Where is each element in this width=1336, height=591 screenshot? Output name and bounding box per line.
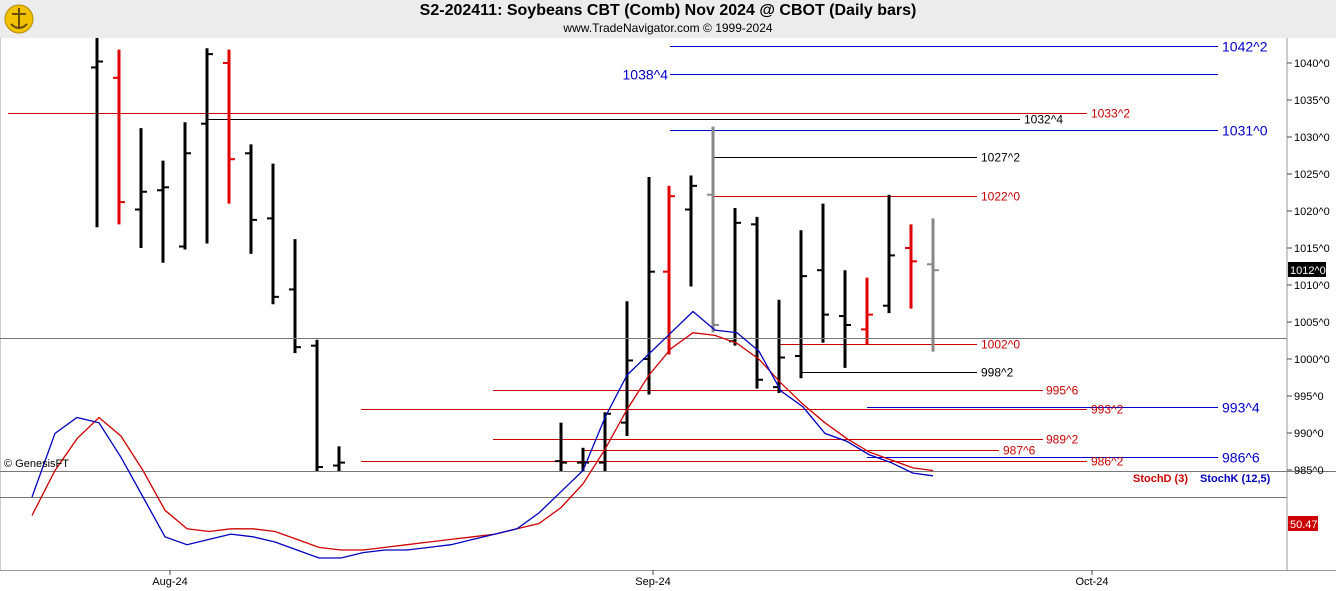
- level-label: 1022^0: [981, 190, 1020, 204]
- level-label: 986^6: [1222, 450, 1260, 466]
- ohlc-bar: [555, 422, 567, 471]
- level-lines: 1042^2 1038^4 1033^2 1032^4 1031^0 1027^2 1022…: [8, 39, 1268, 469]
- y-tick-label: 1030^0: [1294, 132, 1330, 144]
- ohlc-bar: [817, 203, 829, 343]
- stochd-legend: StochD (3): [1133, 473, 1188, 485]
- level-label: 995^6: [1046, 384, 1079, 398]
- ohlc-bar: [795, 230, 807, 379]
- ohlc-bar: [201, 48, 213, 244]
- ohlc-bar: [91, 38, 103, 228]
- level-label: 986^2: [1091, 455, 1124, 469]
- x-tick-label: Aug-24: [152, 576, 187, 588]
- y-tick-label: 1020^0: [1294, 206, 1330, 218]
- stochastic-pane: [0, 310, 1287, 559]
- x-tick-label: Sep-24: [635, 576, 670, 588]
- ohlc-bar: [179, 122, 191, 250]
- ohlc-bar: [113, 49, 125, 225]
- ohlc-bar: [773, 299, 785, 394]
- level-label: 1033^2: [1091, 107, 1130, 121]
- x-tick-label: Oct-24: [1075, 576, 1108, 588]
- chart-title: S2-202411: Soybeans CBT (Comb) Nov 2024 …: [419, 2, 917, 19]
- y-tick-label: 1010^0: [1294, 280, 1330, 292]
- stoch-series-line: [31, 310, 934, 559]
- y-tick-label: 985^0: [1294, 465, 1324, 477]
- stoch-last-label: 50.47: [1290, 519, 1318, 531]
- trade-navigator-logo: [3, 2, 35, 34]
- stoch-series-line: [31, 332, 934, 551]
- level-label: 1027^2: [981, 151, 1020, 165]
- level-label: 1002^0: [981, 338, 1020, 352]
- level-label: 1032^4: [1024, 113, 1063, 127]
- level-label: 993^4: [1222, 400, 1260, 416]
- last-price-box: [1288, 262, 1326, 277]
- y-tick-label: 1000^0: [1294, 354, 1330, 366]
- ohlc-bar: [135, 128, 147, 248]
- y-tick-label: 990^0: [1294, 428, 1324, 440]
- stochk-legend: StochK (12,5): [1200, 473, 1271, 485]
- ohlc-bar: [333, 446, 345, 471]
- ohlc-bar: [927, 218, 939, 352]
- price-axis: 985^0 990^0 995^0 1000^0 1005^0 1010^0 1015^0 1…: [1287, 58, 1330, 477]
- level-label: 1031^0: [1222, 123, 1268, 139]
- ohlc-bar: [839, 270, 851, 368]
- ohlc-bar: [685, 175, 697, 287]
- stoch-last-tag: 50.47: [1288, 516, 1318, 531]
- ohlc-bar: [245, 144, 257, 254]
- level-label: 989^2: [1046, 433, 1079, 447]
- level-label: 987^6: [1003, 444, 1036, 458]
- level-label: 998^2: [981, 366, 1014, 380]
- ohlc-bar: [751, 216, 763, 389]
- ohlc-bar: [861, 277, 873, 345]
- ohlc-bar: [223, 49, 235, 204]
- ohlc-bar: [905, 224, 917, 309]
- ohlc-bar: [157, 160, 169, 263]
- watermark: © GenesisFT: [4, 458, 69, 470]
- y-tick-label: 1040^0: [1294, 58, 1330, 70]
- level-label: 993^2: [1091, 403, 1124, 417]
- ohlc-bar: [599, 412, 611, 471]
- y-tick-label: 1025^0: [1294, 169, 1330, 181]
- chart-subtitle: www.TradeNavigator.com © 1999-2024: [563, 21, 773, 35]
- ohlc-bar: [883, 194, 895, 314]
- chart-frame: [0, 38, 1336, 571]
- time-axis: Aug-24 Sep-24 Oct-24: [152, 570, 1109, 588]
- y-tick-label: 1035^0: [1294, 95, 1330, 107]
- last-price-tag: 1012^0: [1288, 262, 1326, 277]
- ohlc-bar: [663, 185, 675, 355]
- ohlc-bar: [621, 301, 633, 436]
- ohlc-bars: [91, 38, 939, 471]
- ohlc-bar: [311, 339, 323, 471]
- ohlc-bar: [289, 239, 301, 354]
- ohlc-bar: [707, 126, 719, 333]
- chart-header: S2-202411: Soybeans CBT (Comb) Nov 2024 …: [0, 0, 1336, 38]
- last-price-label: 1012^0: [1290, 265, 1326, 277]
- y-tick-label: 995^0: [1294, 391, 1324, 403]
- level-label: 1042^2: [1222, 39, 1268, 55]
- y-tick-label: 1005^0: [1294, 317, 1330, 329]
- stoch-last-box: [1288, 516, 1318, 531]
- y-tick-label: 1015^0: [1294, 243, 1330, 255]
- level-label: 1038^4: [623, 67, 669, 83]
- ohlc-bar: [267, 163, 279, 305]
